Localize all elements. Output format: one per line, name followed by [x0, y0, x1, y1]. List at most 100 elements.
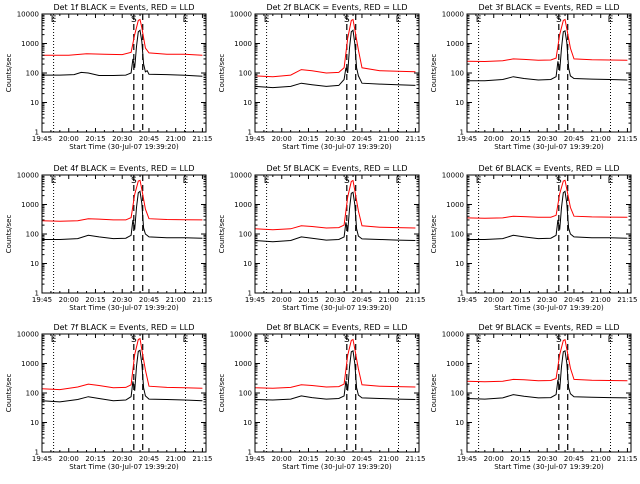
x-tick-label: 21:00 [166, 135, 186, 143]
marker-letter: S [344, 335, 350, 345]
x-tick-label: 19:45 [245, 296, 265, 304]
x-tick-label: 21:15 [192, 135, 212, 143]
x-tick-label: 20:00 [484, 296, 504, 304]
y-tick-label: 1000 [446, 40, 464, 48]
lld-series-line [42, 18, 203, 56]
marker-letter: S [344, 176, 350, 186]
marker-letter: E [183, 335, 189, 345]
y-tick-label: 1 [35, 129, 39, 137]
y-tick-label: 1 [460, 129, 464, 137]
plot-frame [254, 333, 420, 453]
lld-series-line [254, 338, 416, 389]
x-tick-label: 20:45 [139, 135, 159, 143]
x-tick-label: 20:45 [564, 455, 584, 463]
x-tick-label: 19:45 [32, 455, 52, 463]
y-tick-label: 10 [455, 99, 464, 107]
marker-letter: S [556, 15, 562, 25]
x-tick-label: 21:15 [405, 455, 425, 463]
y-tick-label: 10000 [230, 11, 252, 19]
y-tick-label: 10000 [230, 172, 252, 180]
plot-frame [41, 333, 207, 453]
y-tick-label: 1 [248, 449, 252, 457]
marker-letter: E [51, 335, 57, 345]
marker-letter: S [131, 335, 137, 345]
y-tick-label: 10000 [230, 331, 252, 339]
y-tick-label: 1 [248, 129, 252, 137]
lld-series-line [41, 179, 203, 222]
x-tick-label: 20:15 [510, 135, 530, 143]
x-tick-label: 20:00 [272, 296, 292, 304]
y-axis-label: Counts/sec [5, 215, 13, 254]
x-tick-label: 21:15 [617, 135, 637, 143]
marker-letter: E [264, 176, 270, 186]
marker-letter: E [608, 15, 614, 25]
x-tick-label: 20:30 [112, 296, 132, 304]
y-tick-label: 10 [455, 260, 464, 268]
x-tick-label: 20:45 [352, 135, 372, 143]
x-tick-label: 20:15 [510, 455, 530, 463]
x-tick-label: 20:30 [112, 135, 132, 143]
y-tick-label: 100 [26, 70, 39, 78]
x-tick-label: 20:15 [298, 135, 318, 143]
lld-series-line [254, 179, 416, 231]
y-axis-label: Counts/sec [430, 374, 438, 413]
lld-series-line [466, 179, 628, 219]
x-axis-label: Start Time (30-Jul-07 19:39:20) [69, 304, 179, 312]
marker-letter: E [476, 335, 482, 345]
x-tick-label: 20:00 [484, 135, 504, 143]
events-series-line [467, 29, 628, 82]
x-axis-label: Start Time (30-Jul-07 19:39:20) [69, 143, 179, 151]
y-tick-label: 1 [35, 449, 39, 457]
y-tick-label: 10 [243, 260, 252, 268]
y-tick-label: 1 [460, 449, 464, 457]
y-tick-label: 10 [243, 99, 252, 107]
marker-letter: E [183, 176, 189, 186]
events-series-line [42, 190, 203, 240]
x-tick-label: 20:15 [298, 296, 318, 304]
marker-letter: E [51, 176, 57, 186]
marker-letter: S [556, 176, 562, 186]
x-tick-label: 21:00 [591, 135, 611, 143]
y-tick-label: 10 [455, 419, 464, 427]
x-axis-label: Start Time (30-Jul-07 19:39:20) [282, 143, 392, 151]
plot-frame [41, 13, 207, 133]
marker-letter: E [51, 15, 57, 25]
marker-letter: E [476, 15, 482, 25]
x-axis-label: Start Time (30-Jul-07 19:39:20) [282, 463, 392, 471]
y-tick-label: 1000 [21, 40, 39, 48]
x-tick-label: 20:00 [272, 135, 292, 143]
x-tick-label: 21:00 [591, 455, 611, 463]
x-tick-label: 21:15 [192, 455, 212, 463]
marker-letter: S [131, 176, 137, 186]
y-tick-label: 1000 [21, 360, 39, 368]
events-series-line [467, 190, 628, 240]
x-tick-label: 20:00 [59, 135, 79, 143]
y-axis-label: Counts/sec [5, 374, 13, 413]
x-tick-label: 20:00 [484, 455, 504, 463]
plot-frame [466, 13, 632, 133]
x-tick-label: 20:15 [85, 135, 105, 143]
panel-4: Det 4f BLACK = Events, RED = LLD E S E 1 10 10… [5, 164, 213, 312]
x-tick-label: 20:45 [564, 296, 584, 304]
x-tick-label: 19:45 [32, 296, 52, 304]
panel-title: Det 6f BLACK = Events, RED = LLD [478, 164, 619, 173]
y-tick-label: 1000 [234, 40, 252, 48]
y-tick-label: 1 [35, 290, 39, 298]
y-axis-label: Counts/sec [218, 374, 226, 413]
y-tick-label: 100 [26, 231, 39, 239]
x-tick-label: 19:45 [32, 135, 52, 143]
lld-series-line [254, 18, 416, 78]
x-tick-label: 19:45 [457, 296, 477, 304]
y-tick-label: 100 [239, 390, 252, 398]
y-tick-label: 10000 [442, 172, 464, 180]
panel-title: Det 4f BLACK = Events, RED = LLD [53, 164, 194, 173]
panel-title: Det 7f BLACK = Events, RED = LLD [53, 323, 194, 332]
x-tick-label: 21:00 [379, 135, 399, 143]
x-tick-label: 20:45 [139, 455, 159, 463]
x-tick-label: 21:00 [591, 296, 611, 304]
panel-title: Det 1f BLACK = Events, RED = LLD [53, 3, 194, 12]
x-tick-label: 20:30 [537, 296, 557, 304]
panel-3: Det 3f BLACK = Events, RED = LLD E S E 1 10 10… [430, 3, 638, 151]
x-axis-label: Start Time (30-Jul-07 19:39:20) [494, 304, 604, 312]
y-axis-label: Counts/sec [5, 54, 13, 93]
